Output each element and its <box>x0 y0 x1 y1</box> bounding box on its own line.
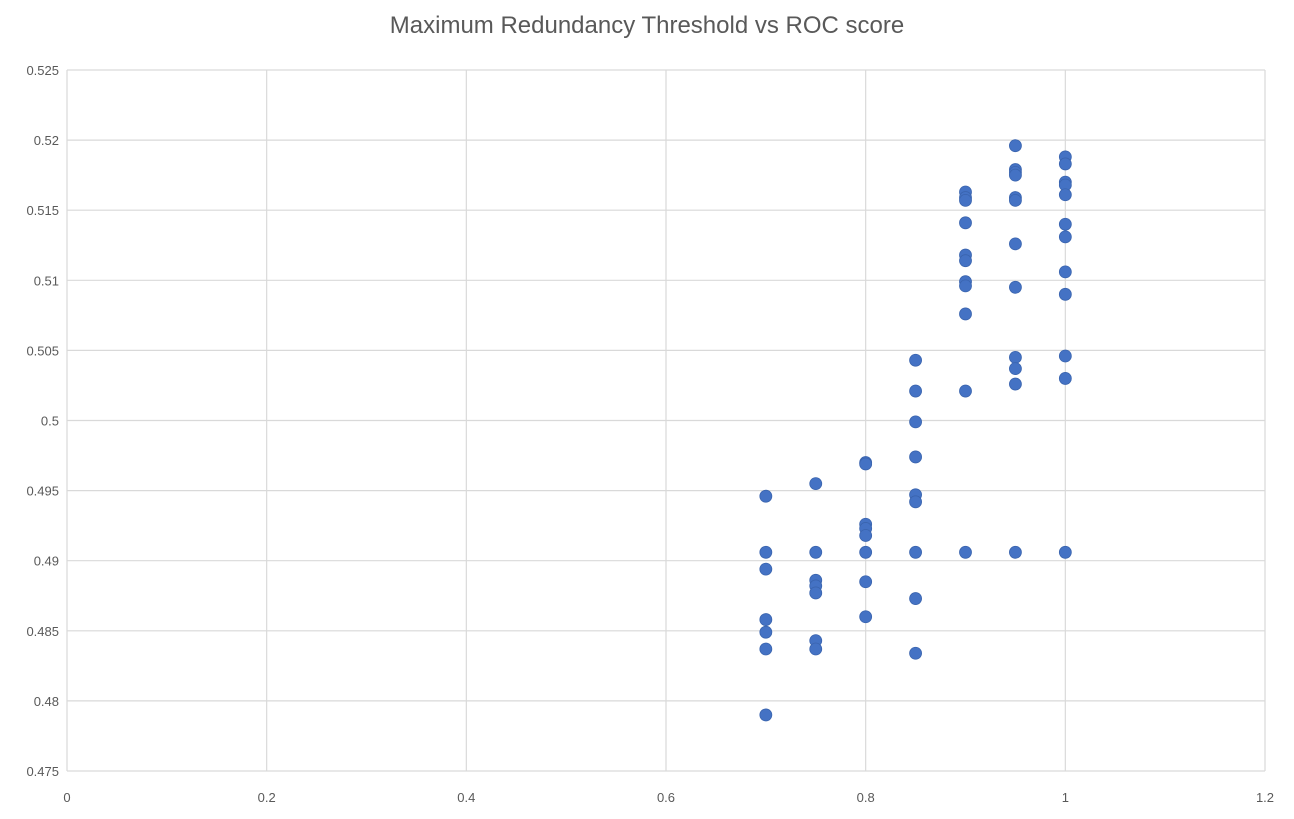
data-point <box>759 625 773 639</box>
data-point <box>959 193 972 207</box>
data-point <box>1058 230 1072 244</box>
y-tick-label: 0.475 <box>26 764 59 779</box>
y-tick-label: 0.49 <box>34 554 59 569</box>
grid <box>66 69 1266 772</box>
y-tick-label: 0.5 <box>41 414 59 429</box>
data-point <box>859 529 873 542</box>
data-point <box>1009 351 1022 364</box>
data-point <box>859 545 873 559</box>
y-tick-label: 0.515 <box>26 203 59 218</box>
data-point <box>1058 545 1072 559</box>
x-tick-label: 0 <box>63 790 70 805</box>
x-tick-label: 0.4 <box>457 790 475 805</box>
data-point <box>959 254 972 268</box>
data-point <box>959 216 972 230</box>
y-tick-label: 0.495 <box>26 484 59 499</box>
x-tick-label: 1.2 <box>1256 790 1274 805</box>
data-point <box>1058 287 1072 301</box>
data-point <box>1009 377 1022 391</box>
y-tick-label: 0.52 <box>34 133 59 148</box>
data-points <box>759 139 1072 722</box>
data-point <box>909 646 922 660</box>
data-point <box>959 279 972 293</box>
data-point <box>909 450 922 464</box>
data-point <box>1009 168 1022 182</box>
data-point <box>759 545 773 559</box>
data-point <box>909 495 922 509</box>
y-tick-label: 0.48 <box>34 694 59 709</box>
data-point <box>1058 157 1072 171</box>
y-tick-label: 0.51 <box>34 273 59 288</box>
data-point <box>1058 372 1072 385</box>
x-tick-label: 0.6 <box>657 790 675 805</box>
x-axis-ticks: 0 0.2 0.4 0.6 0.8 1 1.2 <box>63 790 1274 805</box>
data-point <box>909 384 922 398</box>
data-point <box>959 384 972 398</box>
y-tick-label: 0.485 <box>26 624 59 639</box>
y-axis-ticks: 0.475 0.48 0.485 0.49 0.495 0.5 0.505 0.51 0.515… <box>26 63 59 779</box>
data-point <box>959 307 972 321</box>
data-point <box>1009 237 1022 251</box>
data-point <box>1009 362 1022 376</box>
data-point <box>1058 217 1072 231</box>
data-point <box>759 613 773 626</box>
x-tick-label: 1 <box>1062 790 1069 805</box>
x-tick-label: 0.2 <box>258 790 276 805</box>
data-point <box>909 353 922 367</box>
data-point <box>909 545 922 559</box>
data-point <box>759 489 773 503</box>
data-point <box>1058 349 1072 363</box>
data-point <box>759 642 773 656</box>
data-point <box>759 708 773 722</box>
chart-title: Maximum Redundancy Threshold vs ROC scor… <box>389 12 905 39</box>
x-tick-label: 0.8 <box>857 790 875 805</box>
data-point <box>809 477 823 490</box>
data-point <box>1009 280 1022 294</box>
data-point <box>1009 139 1022 153</box>
data-point <box>809 642 823 656</box>
y-tick-label: 0.525 <box>26 63 59 78</box>
y-tick-label: 0.505 <box>26 343 59 358</box>
data-point <box>1009 193 1022 207</box>
data-point <box>1009 545 1022 559</box>
data-point <box>1058 265 1072 279</box>
data-point <box>859 610 873 624</box>
data-point <box>909 415 922 429</box>
data-point <box>859 457 873 471</box>
data-point <box>909 592 922 605</box>
data-point <box>859 575 873 589</box>
data-point <box>809 545 823 559</box>
data-point <box>759 562 773 576</box>
data-point <box>959 545 972 559</box>
data-point <box>809 586 823 600</box>
data-point <box>1058 188 1072 202</box>
